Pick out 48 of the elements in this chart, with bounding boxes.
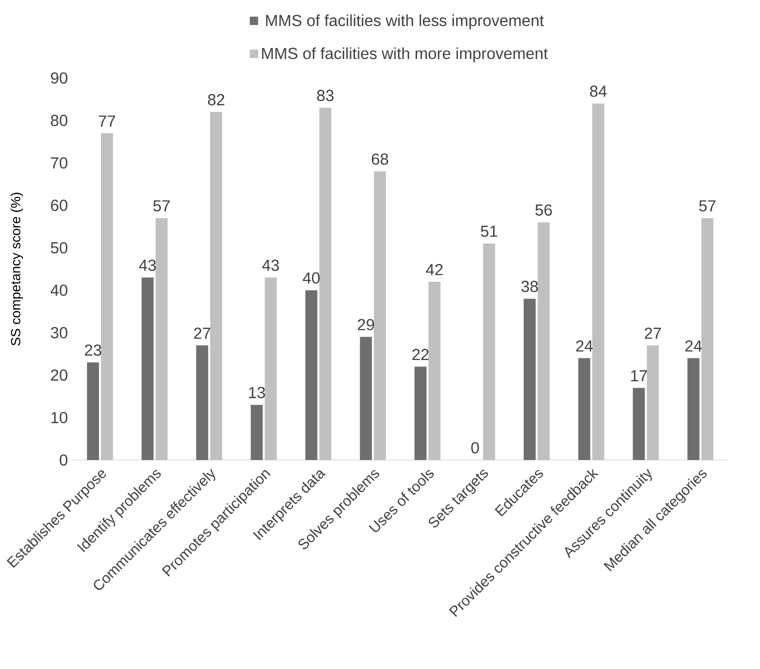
- data-label: 24: [576, 340, 593, 352]
- data-label: 77: [98, 116, 116, 127]
- y-tick-label: 70: [51, 157, 68, 169]
- y-tick-label: 40: [50, 284, 68, 296]
- bar: [687, 358, 700, 460]
- data-label: 29: [358, 318, 374, 330]
- bar: [196, 345, 208, 460]
- data-label: 27: [644, 328, 661, 339]
- data-label: 57: [699, 200, 716, 212]
- data-label: 43: [262, 260, 279, 271]
- y-tick-label: 50: [50, 242, 68, 254]
- bar: [87, 362, 100, 460]
- data-label: 42: [426, 264, 443, 276]
- data-label: 23: [84, 344, 102, 356]
- bar: [524, 298, 536, 460]
- data-label: 27: [194, 328, 210, 339]
- bar: [360, 336, 372, 460]
- data-label: 51: [480, 226, 498, 237]
- legend-label: MMS of facilities with more improvement: [262, 47, 548, 62]
- bar: [142, 277, 154, 460]
- data-label: 56: [535, 204, 552, 216]
- data-label: 82: [208, 94, 224, 106]
- bar: [578, 358, 590, 460]
- y-tick-label: 90: [50, 72, 68, 84]
- y-tick-label: 80: [50, 114, 68, 126]
- y-tick-label: 20: [51, 369, 68, 381]
- data-label: 43: [139, 260, 156, 271]
- data-label: 0: [471, 442, 479, 454]
- data-label: 84: [590, 86, 607, 97]
- bar: [250, 404, 263, 460]
- y-tick-label: 0: [60, 454, 68, 466]
- y-axis-title: SS competancy score (%): [10, 192, 23, 346]
- data-label: 24: [685, 340, 702, 352]
- data-label: 57: [153, 200, 170, 212]
- legend-label: MMS of facilities with less improvement: [266, 14, 544, 30]
- y-tick-label: 10: [51, 412, 68, 424]
- bar: [414, 366, 427, 460]
- data-label: 83: [317, 90, 334, 102]
- data-label: 68: [372, 153, 388, 165]
- y-tick-label: 30: [50, 327, 68, 338]
- y-tick-label: 60: [51, 200, 68, 211]
- data-label: 22: [412, 348, 429, 360]
- data-label: 38: [521, 280, 538, 292]
- bar: [305, 290, 318, 460]
- data-label: 40: [302, 272, 320, 284]
- data-label: 13: [249, 386, 265, 398]
- data-label: 17: [631, 370, 647, 382]
- bar: [632, 388, 645, 460]
